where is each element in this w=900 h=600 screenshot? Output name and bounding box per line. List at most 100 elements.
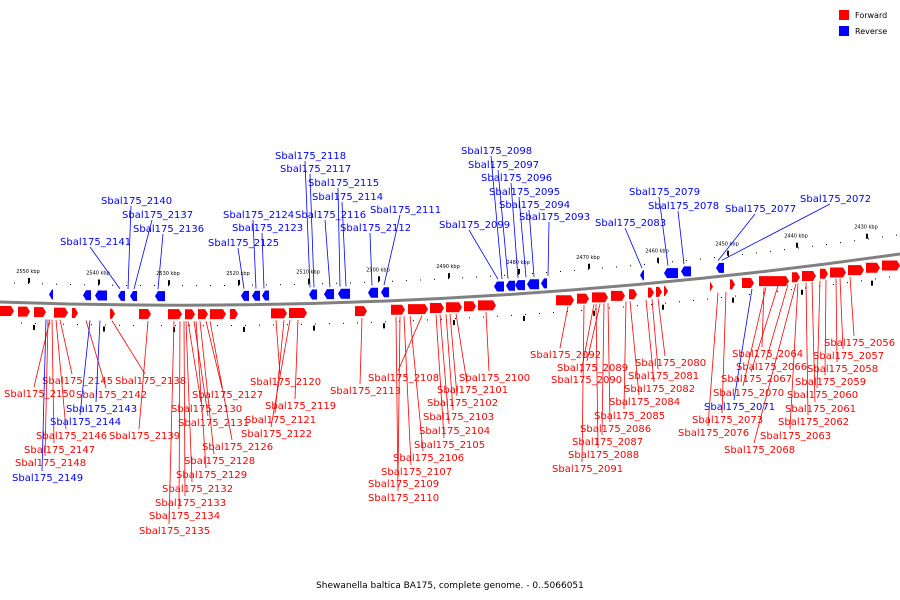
forward-gene-label[interactable]: Sbal175_2113 [330, 386, 401, 397]
reverse-gene-label[interactable]: Sbal175_2123 [232, 223, 303, 234]
forward-gene-label[interactable]: Sbal175_2147 [24, 445, 95, 456]
forward-gene-label[interactable]: Sbal175_2107 [381, 467, 452, 478]
forward-gene-arrow[interactable] [820, 268, 828, 279]
forward-gene-label[interactable]: Sbal175_2128 [184, 456, 255, 467]
forward-gene-arrow[interactable] [289, 308, 307, 319]
forward-gene-label[interactable]: Sbal175_2109 [368, 479, 439, 490]
forward-gene-label[interactable]: Sbal175_2138 [115, 376, 186, 387]
forward-gene-arrow[interactable] [430, 303, 444, 314]
forward-gene-label[interactable]: Sbal175_2130 [171, 404, 242, 415]
forward-gene-label[interactable]: Sbal175_2108 [368, 373, 439, 384]
forward-gene-label[interactable]: Sbal175_2073 [692, 415, 763, 426]
forward-gene-arrow[interactable] [556, 295, 574, 306]
forward-gene-arrow[interactable] [446, 302, 462, 313]
forward-gene-arrow[interactable] [648, 287, 654, 298]
forward-gene-label[interactable]: Sbal175_2127 [192, 390, 263, 401]
forward-gene-label[interactable]: Sbal175_2084 [609, 397, 680, 408]
forward-gene-label[interactable]: Sbal175_2131 [178, 418, 249, 429]
forward-gene-arrow[interactable] [830, 267, 846, 278]
forward-gene-arrow[interactable] [656, 286, 662, 297]
forward-gene-arrow[interactable] [611, 290, 625, 301]
forward-gene-arrow[interactable] [139, 309, 151, 320]
forward-gene-label[interactable]: Sbal175_2103 [423, 412, 494, 423]
forward-gene-label[interactable]: Sbal175_2145 [42, 376, 113, 387]
forward-gene-label[interactable]: Sbal175_2059 [795, 377, 866, 388]
reverse-gene-label[interactable]: Sbal175_2117 [280, 164, 351, 175]
forward-gene-label[interactable]: Sbal175_2149 [12, 473, 83, 484]
forward-gene-label[interactable]: Sbal175_2106 [393, 453, 464, 464]
reverse-gene-arrow[interactable] [49, 289, 53, 300]
reverse-gene-arrow[interactable] [95, 290, 107, 301]
reverse-gene-label[interactable]: Sbal175_2116 [295, 210, 366, 221]
forward-gene-label[interactable]: Sbal175_2110 [368, 493, 439, 504]
forward-gene-arrow[interactable] [355, 306, 367, 317]
reverse-gene-label[interactable]: Sbal175_2093 [519, 212, 590, 223]
reverse-gene-label[interactable]: Sbal175_2095 [489, 187, 560, 198]
forward-gene-label[interactable]: Sbal175_2068 [724, 445, 795, 456]
reverse-gene-label[interactable]: Sbal175_2096 [481, 173, 552, 184]
forward-gene-label[interactable]: Sbal175_2060 [787, 390, 858, 401]
forward-gene-label[interactable]: Sbal175_2066 [736, 362, 807, 373]
reverse-gene-label[interactable]: Sbal175_2118 [275, 151, 346, 162]
forward-gene-label[interactable]: Sbal175_2067 [721, 374, 792, 385]
forward-gene-arrow[interactable] [34, 307, 46, 318]
reverse-gene-arrow[interactable] [640, 270, 644, 281]
forward-gene-label[interactable]: Sbal175_2057 [813, 351, 884, 362]
forward-gene-label[interactable]: Sbal175_2150 [4, 389, 75, 400]
forward-gene-arrow[interactable] [72, 308, 78, 319]
reverse-gene-arrow[interactable] [324, 289, 334, 300]
forward-gene-label[interactable]: Sbal175_2126 [202, 442, 273, 453]
reverse-gene-label[interactable]: Sbal175_2094 [499, 200, 570, 211]
reverse-gene-arrow[interactable] [262, 290, 269, 301]
reverse-gene-label[interactable]: Sbal175_2141 [60, 237, 131, 248]
forward-gene-arrow[interactable] [882, 260, 900, 271]
reverse-gene-arrow[interactable] [130, 290, 137, 301]
forward-gene-arrow[interactable] [210, 309, 226, 320]
reverse-gene-label[interactable]: Sbal175_2137 [122, 210, 193, 221]
reverse-gene-arrow[interactable] [83, 290, 91, 301]
forward-gene-label[interactable]: Sbal175_2143 [66, 404, 137, 415]
forward-gene-label[interactable]: Sbal175_2121 [245, 415, 316, 426]
forward-gene-label[interactable]: Sbal175_2144 [50, 417, 121, 428]
reverse-gene-arrow[interactable] [494, 281, 504, 292]
forward-gene-label[interactable]: Sbal175_2071 [704, 402, 775, 413]
forward-gene-arrow[interactable] [110, 308, 115, 319]
reverse-gene-label[interactable]: Sbal175_2072 [800, 194, 871, 205]
forward-gene-label[interactable]: Sbal175_2085 [594, 411, 665, 422]
forward-gene-arrow[interactable] [742, 278, 754, 289]
reverse-gene-label[interactable]: Sbal175_2112 [340, 223, 411, 234]
reverse-gene-label[interactable]: Sbal175_2083 [595, 218, 666, 229]
reverse-gene-arrow[interactable] [515, 280, 525, 291]
forward-gene-arrow[interactable] [629, 289, 637, 300]
forward-gene-arrow[interactable] [54, 307, 68, 318]
forward-gene-arrow[interactable] [577, 293, 589, 304]
forward-gene-label[interactable]: Sbal175_2062 [778, 417, 849, 428]
forward-gene-arrow[interactable] [168, 309, 182, 320]
forward-gene-label[interactable]: Sbal175_2148 [15, 458, 86, 469]
forward-gene-label[interactable]: Sbal175_2089 [557, 363, 628, 374]
reverse-gene-label[interactable]: Sbal175_2078 [648, 201, 719, 212]
reverse-gene-arrow[interactable] [309, 289, 317, 300]
reverse-gene-arrow[interactable] [716, 262, 724, 273]
reverse-gene-arrow[interactable] [527, 279, 539, 290]
forward-gene-label[interactable]: Sbal175_2134 [149, 511, 220, 522]
forward-gene-label[interactable]: Sbal175_2087 [572, 437, 643, 448]
forward-gene-label[interactable]: Sbal175_2135 [139, 526, 210, 537]
forward-gene-label[interactable]: Sbal175_2070 [713, 388, 784, 399]
reverse-gene-arrow[interactable] [541, 278, 547, 289]
forward-gene-label[interactable]: Sbal175_2056 [824, 338, 895, 349]
forward-gene-arrow[interactable] [18, 306, 30, 317]
forward-gene-arrow[interactable] [866, 262, 880, 273]
forward-gene-label[interactable]: Sbal175_2090 [551, 375, 622, 386]
reverse-gene-label[interactable]: Sbal175_2115 [308, 178, 379, 189]
forward-gene-arrow[interactable] [759, 276, 789, 287]
reverse-gene-arrow[interactable] [338, 288, 350, 299]
reverse-gene-label[interactable]: Sbal175_2077 [725, 204, 796, 215]
forward-gene-label[interactable]: Sbal175_2082 [624, 384, 695, 395]
forward-gene-label[interactable]: Sbal175_2129 [176, 470, 247, 481]
forward-gene-label[interactable]: Sbal175_2088 [568, 450, 639, 461]
forward-gene-arrow[interactable] [198, 309, 208, 320]
forward-gene-label[interactable]: Sbal175_2105 [414, 440, 485, 451]
reverse-gene-label[interactable]: Sbal175_2111 [370, 205, 441, 216]
forward-gene-arrow[interactable] [230, 308, 238, 319]
